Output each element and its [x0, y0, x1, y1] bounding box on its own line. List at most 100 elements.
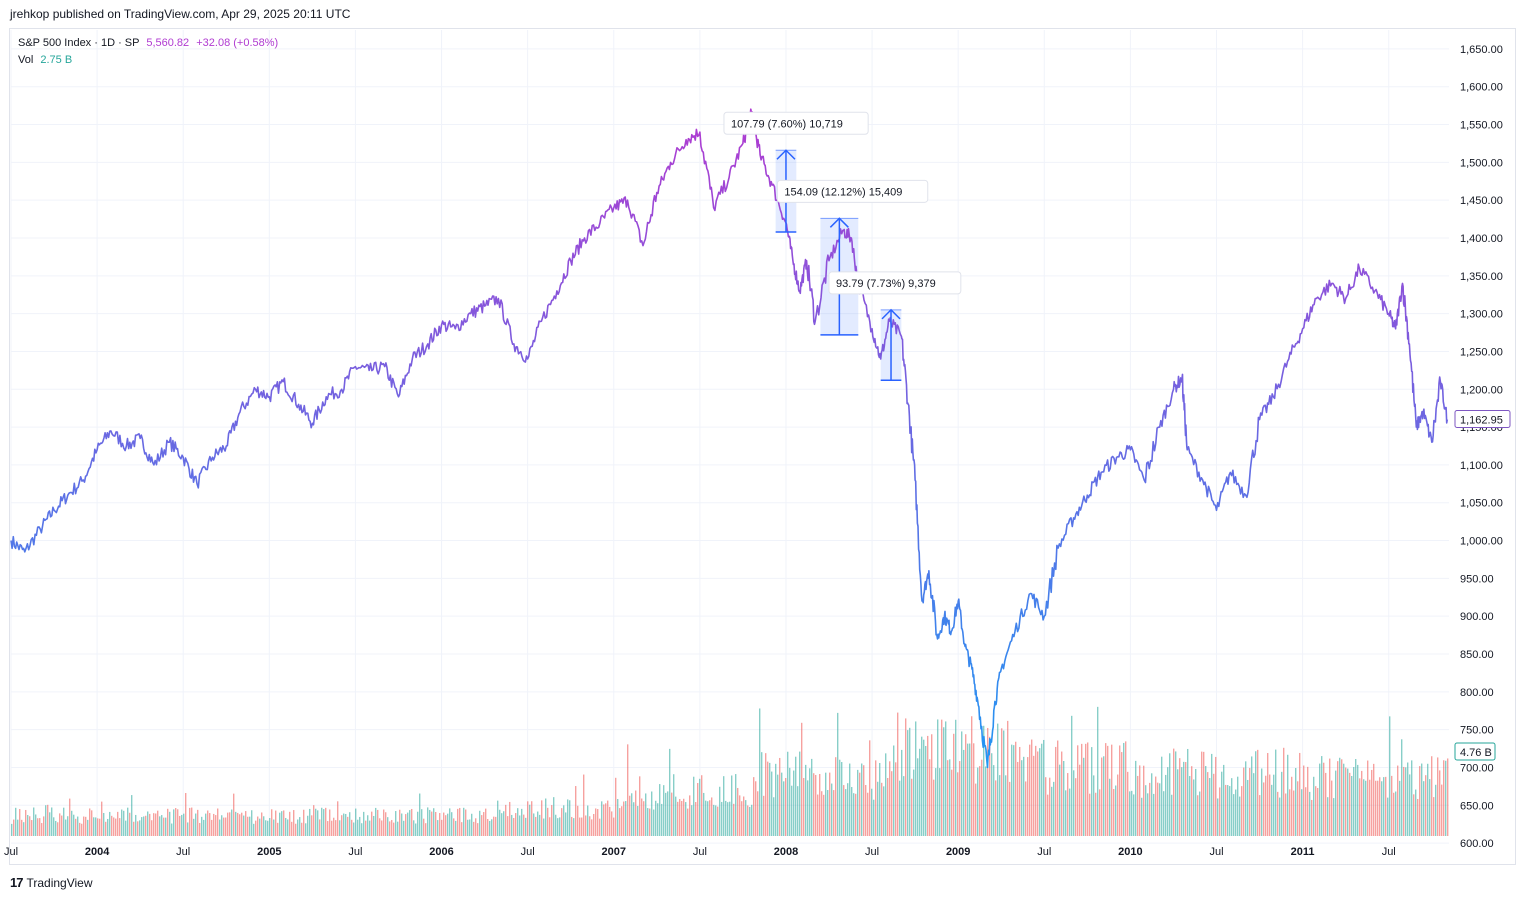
volume-bar — [797, 786, 799, 836]
volume-bar — [655, 800, 657, 836]
volume-bar — [137, 821, 139, 836]
volume-bar — [1125, 741, 1127, 836]
volume-bar — [679, 799, 681, 836]
volume-bar — [989, 736, 991, 836]
volume-bar — [217, 808, 219, 836]
published-byline: jrehkop published on TradingView.com, Ap… — [10, 7, 351, 21]
volume-bar — [1441, 784, 1443, 836]
volume-bar — [731, 775, 733, 836]
volume-bar — [1325, 772, 1327, 836]
volume-bar — [739, 795, 741, 836]
volume-bar — [865, 785, 867, 836]
volume-bar — [1423, 781, 1425, 836]
volume-bar — [997, 723, 999, 836]
volume-bar — [469, 819, 471, 836]
volume-bar — [695, 802, 697, 836]
volume-bar — [57, 822, 59, 836]
volume-bar — [1043, 739, 1045, 836]
volume-bar — [1319, 763, 1321, 836]
volume-bar — [1321, 756, 1323, 836]
volume-bar — [1105, 743, 1107, 836]
tradingview-logo-icon[interactable]: 17 — [10, 875, 24, 890]
volume-bar — [59, 813, 61, 836]
volume-bar — [409, 810, 411, 836]
volume-bar — [335, 820, 337, 836]
volume-bar — [1333, 798, 1335, 836]
volume-bar — [377, 809, 379, 836]
volume-bar — [155, 813, 157, 836]
volume-bar — [255, 820, 257, 836]
volume-bar — [407, 812, 409, 836]
y-tick-label: 850.00 — [1460, 649, 1494, 661]
volume-bar — [1341, 759, 1343, 836]
x-tick-label: Jul — [1382, 846, 1396, 858]
volume-bar — [573, 818, 575, 836]
volume-bar — [713, 804, 715, 836]
volume-bar — [143, 816, 145, 836]
y-tick-label: 700.00 — [1460, 762, 1494, 774]
volume-bar — [1169, 753, 1171, 836]
volume-bar — [1065, 790, 1067, 836]
volume-bar — [385, 812, 387, 836]
volume-bar — [337, 801, 339, 836]
symbol-row[interactable]: S&P 500 Index · 1D · SP 5,560.82 +32.08 … — [18, 35, 278, 52]
volume-bar — [513, 817, 515, 836]
volume-bar — [341, 815, 343, 836]
volume-bar — [1385, 776, 1387, 836]
volume-bar — [777, 774, 779, 836]
volume-bar — [79, 822, 81, 836]
volume-bar — [941, 719, 943, 836]
volume-bar — [1103, 756, 1105, 836]
volume-bar — [353, 822, 355, 836]
volume-bar — [947, 760, 949, 836]
volume-bar — [809, 768, 811, 836]
volume-row[interactable]: Vol 2.75 B — [18, 52, 278, 69]
volume-bar — [435, 811, 437, 836]
volume-bar — [425, 823, 427, 836]
volume-bar — [219, 819, 221, 836]
volume-bar — [479, 810, 481, 836]
brand-name[interactable]: TradingView — [26, 875, 93, 890]
volume-bar — [1411, 760, 1413, 836]
volume-bar — [1149, 782, 1151, 836]
volume-bar — [211, 819, 213, 836]
volume-bar — [547, 807, 549, 836]
volume-bar — [159, 816, 161, 836]
volume-bar — [81, 823, 83, 836]
volume-bar — [991, 753, 993, 836]
volume-bar — [1109, 778, 1111, 836]
volume-bar — [13, 819, 15, 836]
volume-bar — [1093, 775, 1095, 836]
volume-bar — [1005, 775, 1007, 836]
volume-bar — [1315, 786, 1317, 836]
volume-bar — [1037, 751, 1039, 836]
volume-bar — [719, 786, 721, 836]
volume-bar — [1271, 784, 1273, 836]
volume-bar — [1363, 779, 1365, 836]
volume-bar — [203, 819, 205, 836]
volume-bar — [107, 818, 109, 836]
volume-bar — [1209, 778, 1211, 836]
price-line — [10, 108, 1449, 769]
volume-bar — [391, 819, 393, 836]
volume-bar — [221, 815, 223, 836]
volume-bar — [403, 820, 405, 836]
measure-label: 93.79 (7.73%) 9,379 — [836, 278, 936, 290]
volume-bar — [1159, 783, 1161, 836]
volume-bar — [205, 813, 207, 836]
volume-bar — [329, 809, 331, 836]
volume-bar — [105, 821, 107, 836]
volume-bar — [693, 776, 695, 836]
volume-bar — [215, 815, 217, 836]
volume-bar — [673, 774, 675, 836]
volume-bar — [565, 812, 567, 836]
volume-bar — [1075, 778, 1077, 836]
volume-bar — [1155, 776, 1157, 836]
volume-bar — [1067, 773, 1069, 836]
volume-bar — [1083, 757, 1085, 836]
volume-bar — [1417, 798, 1419, 836]
volume-bar — [1261, 768, 1263, 836]
volume-bar — [1073, 770, 1075, 836]
volume-bar — [903, 776, 905, 836]
